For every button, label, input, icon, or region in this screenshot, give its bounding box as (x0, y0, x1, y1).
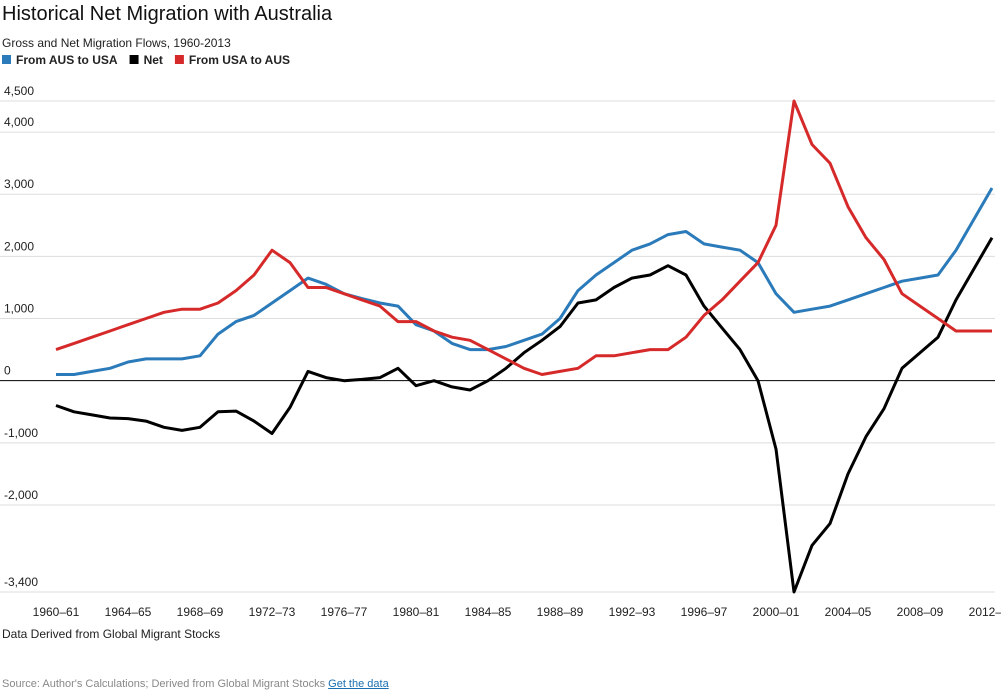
legend-swatch (174, 55, 184, 64)
chart-subtitle: Gross and Net Migration Flows, 1960-2013 (2, 36, 231, 50)
data-link[interactable]: Get the data (328, 678, 389, 690)
x-tick-label: 2008–09 (897, 605, 944, 619)
y-tick-label: -3,400 (4, 575, 38, 589)
legend-swatch (129, 55, 139, 64)
source: Source: Author's Calculations; Derived f… (2, 678, 326, 690)
x-tick-label: 1980–81 (393, 605, 440, 619)
chart-title: Historical Net Migration with Australia (2, 3, 333, 25)
y-tick-label: 4,500 (4, 84, 34, 98)
y-tick-label: 2,000 (4, 239, 34, 253)
footer: Source: Author's Calculations; Derived f… (2, 678, 389, 690)
chart-note: Data Derived from Global Migrant Stocks (2, 627, 220, 641)
legend-label: From USA to AUS (189, 53, 290, 67)
y-tick-label: -2,000 (4, 488, 38, 502)
series-line (55, 99, 992, 376)
x-tick-label: 1996–97 (681, 605, 728, 619)
x-tick-label: 2000–01 (753, 605, 800, 619)
x-tick-label: 2012–13 (969, 605, 1001, 619)
y-tick-label: 1,000 (4, 302, 34, 316)
y-tick-label: 4,000 (4, 115, 34, 129)
y-tick-label: -1,000 (4, 426, 38, 440)
chart: Historical Net Migration with Australia … (0, 3, 1001, 641)
legend-label: From AUS to USA (16, 53, 118, 67)
y-tick-label: 3,000 (4, 177, 34, 191)
x-tick-label: 1976–77 (321, 605, 368, 619)
x-tick-label: 1984–85 (465, 605, 512, 619)
series-line (56, 187, 994, 376)
series-line (55, 236, 994, 594)
x-tick-label: 1964–65 (105, 605, 152, 619)
x-tick-label: 1992–93 (609, 605, 656, 619)
x-tick-label: 1988–89 (537, 605, 584, 619)
y-tick-label: 0 (4, 364, 11, 378)
x-tick-label: 2004–05 (825, 605, 872, 619)
x-tick-label: 1968–69 (177, 605, 224, 619)
legend-label: Net (144, 53, 163, 67)
x-tick-label: 1960–61 (33, 605, 80, 619)
x-tick-label: 1972–73 (249, 605, 296, 619)
legend-swatch (2, 55, 11, 64)
